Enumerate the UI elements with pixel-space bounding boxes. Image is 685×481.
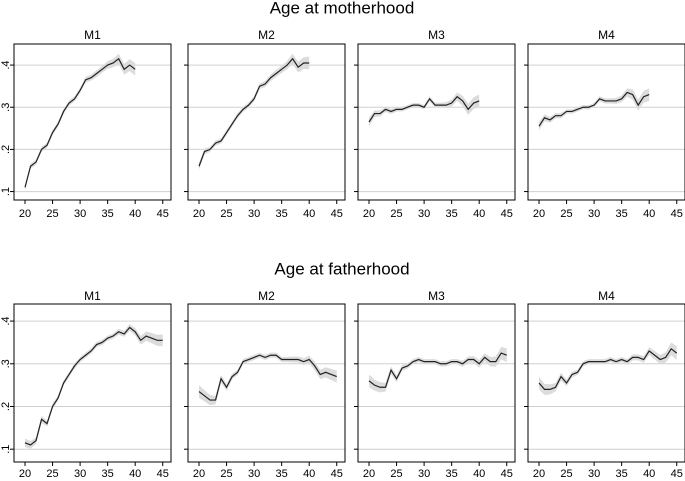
x-tick-label: 30: [74, 468, 86, 480]
x-tick-label: 20: [193, 208, 205, 220]
x-tick-label: 30: [418, 468, 430, 480]
x-tick-label: 35: [446, 208, 458, 220]
x-tick-label: 25: [46, 468, 58, 480]
line: [24, 57, 136, 188]
plot-frame: [357, 43, 516, 201]
y-tick-label: .4: [0, 60, 12, 69]
x-tick-label: 40: [473, 468, 485, 480]
y-tick-label: .1: [0, 445, 12, 454]
line: [198, 354, 337, 401]
x-tick-label: 35: [102, 208, 114, 220]
plot-area: [14, 304, 171, 462]
line: [368, 95, 480, 123]
plot-frame: [357, 303, 516, 463]
y-tick-label: .3: [0, 359, 12, 368]
plot-frame: [187, 303, 346, 463]
x-tick-label: 20: [363, 468, 375, 480]
x-tick-label: 30: [588, 468, 600, 480]
section-title: Age at fatherhood: [274, 259, 409, 278]
y-tick-label: .3: [0, 103, 12, 112]
plot-frame: [527, 43, 685, 201]
x-tick-label: 25: [220, 468, 232, 480]
x-tick-label: 45: [157, 208, 169, 220]
line: [24, 326, 163, 446]
y-tick-label: .1: [0, 187, 12, 196]
plot-frame: [527, 303, 685, 463]
x-tick-label: 25: [390, 468, 402, 480]
x-tick-label: 20: [533, 208, 545, 220]
x-tick-label: 30: [418, 208, 430, 220]
plot-frame: [13, 43, 172, 201]
x-tick-label: 45: [331, 208, 343, 220]
plot-area: [188, 44, 345, 200]
x-tick-label: 30: [248, 468, 260, 480]
x-tick-label: 20: [533, 468, 545, 480]
x-tick-label: 40: [129, 208, 141, 220]
confidence-band: [369, 346, 507, 393]
panel-title: M2: [258, 28, 275, 42]
y-tick-label: .2: [0, 145, 12, 154]
x-tick-label: 45: [157, 468, 169, 480]
y-tick-label: .4: [0, 316, 12, 325]
plot-area: [188, 304, 345, 462]
line: [538, 91, 650, 127]
x-tick-label: 45: [501, 208, 513, 220]
plot-area: [14, 44, 171, 200]
x-tick-label: 25: [560, 208, 572, 220]
x-tick-label: 45: [501, 468, 513, 480]
x-tick-label: 40: [129, 468, 141, 480]
plot-area: [358, 44, 515, 200]
x-tick-label: 40: [303, 468, 315, 480]
line: [198, 57, 310, 167]
section-title: Age at motherhood: [270, 0, 415, 17]
plot-area: [528, 304, 685, 462]
x-tick-label: 40: [643, 208, 655, 220]
x-tick-label: 30: [74, 208, 86, 220]
panel-title: M4: [598, 289, 615, 303]
panel-title: M3: [428, 289, 445, 303]
y-tick-label: .2: [0, 402, 12, 411]
x-tick-label: 30: [248, 208, 260, 220]
x-tick-label: 35: [616, 208, 628, 220]
plot-area: [528, 44, 685, 200]
plot-frame: [187, 43, 346, 201]
x-tick-label: 45: [671, 468, 683, 480]
panel-title: M3: [428, 28, 445, 42]
x-tick-label: 20: [19, 468, 31, 480]
panel-title: M1: [84, 289, 101, 303]
confidence-band: [539, 342, 677, 395]
confidence-band: [369, 92, 480, 127]
x-tick-label: 45: [671, 208, 683, 220]
x-tick-label: 30: [588, 208, 600, 220]
x-tick-label: 25: [46, 208, 58, 220]
panel-title: M1: [84, 28, 101, 42]
x-tick-label: 35: [446, 468, 458, 480]
x-tick-label: 35: [276, 208, 288, 220]
x-tick-label: 20: [193, 468, 205, 480]
x-tick-label: 20: [363, 208, 375, 220]
line: [538, 347, 678, 391]
line: [368, 352, 507, 388]
x-tick-label: 40: [473, 208, 485, 220]
x-tick-label: 40: [643, 468, 655, 480]
confidence-band: [199, 53, 310, 170]
x-tick-label: 35: [102, 468, 114, 480]
x-tick-label: 35: [616, 468, 628, 480]
x-tick-label: 25: [220, 208, 232, 220]
x-tick-label: 20: [19, 208, 31, 220]
x-tick-label: 40: [303, 208, 315, 220]
panel-title: M4: [598, 28, 615, 42]
x-tick-label: 35: [276, 468, 288, 480]
x-tick-label: 25: [390, 208, 402, 220]
panel-title: M2: [258, 289, 275, 303]
plot-frame: [13, 303, 172, 463]
confidence-band: [25, 53, 136, 190]
x-tick-label: 45: [331, 468, 343, 480]
x-tick-label: 25: [560, 468, 572, 480]
